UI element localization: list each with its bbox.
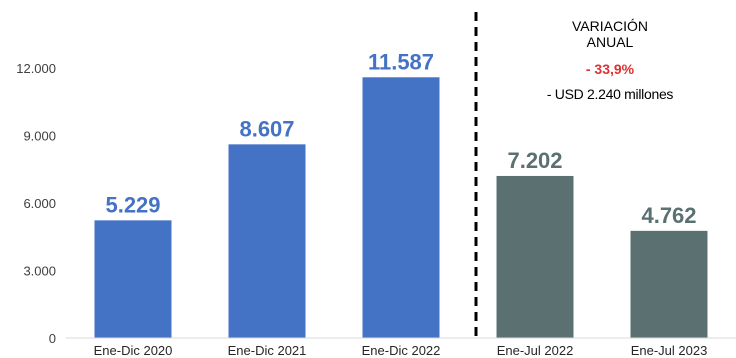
x-tick-label: Ene-Dic 2021 xyxy=(228,343,307,358)
y-tick-label: 9.000 xyxy=(23,129,56,144)
annotation-amount: - USD 2.240 millones xyxy=(546,86,674,102)
x-tick-label: Ene-Dic 2020 xyxy=(94,343,173,358)
bars-group xyxy=(94,77,708,338)
bar xyxy=(94,220,172,338)
bar xyxy=(496,175,574,338)
x-tick-label: Ene-Jul 2022 xyxy=(497,343,574,358)
bar-value-label: 4.762 xyxy=(641,203,696,228)
y-tick-label: 12.000 xyxy=(16,61,56,76)
annotation-percent: - 33,9% xyxy=(585,61,635,77)
value-labels-group: 5.229 8.607 11.587 7.202 4.762 xyxy=(105,49,696,228)
bar xyxy=(228,144,306,338)
y-tick-label: 0 xyxy=(49,331,56,346)
bar-value-label: 8.607 xyxy=(239,116,294,141)
x-tick-label: Ene-Jul 2023 xyxy=(631,343,708,358)
bar-value-label: 11.587 xyxy=(368,49,434,74)
y-tick-label: 6.000 xyxy=(23,196,56,211)
bar xyxy=(362,77,440,338)
x-tick-label: Ene-Dic 2022 xyxy=(362,343,441,358)
bar xyxy=(630,230,708,338)
x-axis: Ene-Dic 2020 Ene-Dic 2021 Ene-Dic 2022 Ene-… xyxy=(66,337,736,358)
bar-value-label: 7.202 xyxy=(507,148,562,173)
bar-value-label: 5.229 xyxy=(105,192,160,217)
y-axis: 0 3.000 6.000 9.000 12.000 xyxy=(16,61,56,346)
annotation-title-line2: ANUAL xyxy=(586,34,634,50)
y-tick-label: 3.000 xyxy=(23,264,56,279)
annotation-title-line1: VARIACIÓN xyxy=(572,18,648,34)
